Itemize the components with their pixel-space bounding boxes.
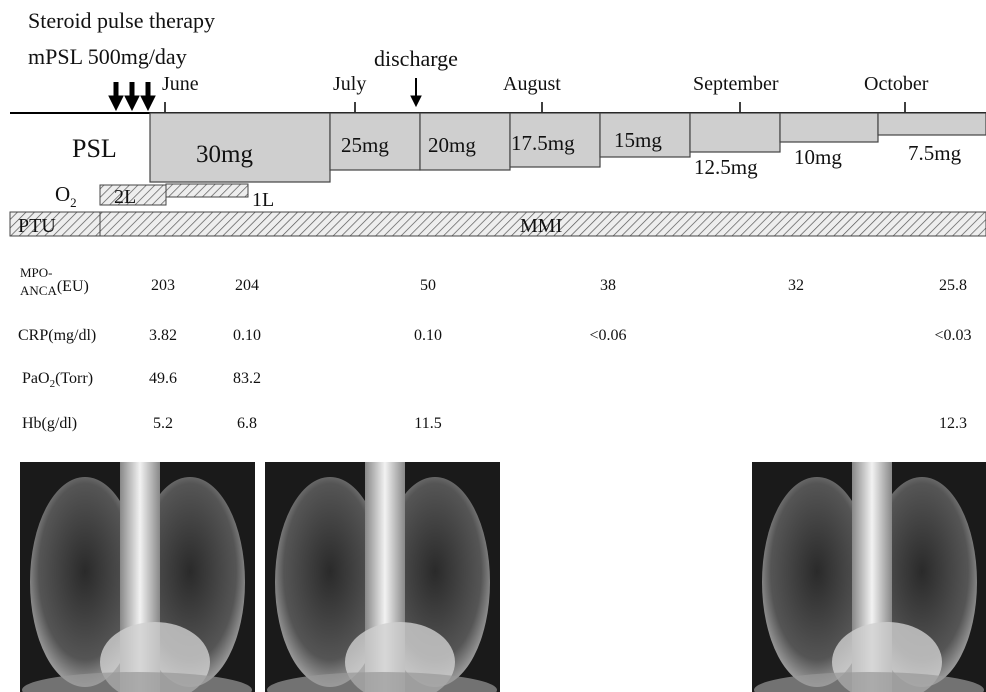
lab-value: 6.8 — [237, 415, 257, 432]
dose-label: 25mg — [341, 133, 389, 157]
lab-value: 12.3 — [939, 415, 967, 432]
o2-dose: 1L — [252, 189, 274, 211]
lab-label: Hb(g/dl) — [22, 415, 77, 432]
pulse-title: Steroid pulse therapy — [28, 8, 215, 33]
mmi-label: MMI — [520, 215, 562, 237]
dose-box — [780, 113, 878, 142]
month-label: September — [693, 73, 779, 95]
month-label: June — [162, 73, 199, 95]
month-ticks — [165, 102, 905, 113]
lab-label-part: ANCA — [20, 283, 57, 298]
lab-label: PaO2(Torr) — [22, 370, 93, 390]
dose-label: 10mg — [794, 145, 842, 169]
month-label: October — [864, 73, 929, 95]
ptu-label: PTU — [18, 215, 56, 237]
lab-label: CRP(mg/dl) — [18, 327, 96, 344]
o2-subscript: 2 — [70, 195, 77, 210]
month-label: August — [503, 73, 561, 95]
lab-value: 83.2 — [233, 370, 261, 387]
lab-value: 25.8 — [939, 277, 967, 294]
lab-value: 0.10 — [233, 327, 261, 344]
pulse-arrows — [109, 78, 421, 110]
lab-label: MPO- — [20, 265, 53, 280]
lab-value: 0.10 — [414, 327, 442, 344]
dose-label: 20mg — [428, 133, 476, 157]
dose-label: 30mg — [196, 141, 253, 168]
dose-label: 7.5mg — [908, 141, 962, 165]
lab-value: 3.82 — [149, 327, 177, 344]
discharge-label: discharge — [374, 46, 458, 71]
lab-value: 38 — [600, 277, 616, 294]
lab-value: 49.6 — [149, 370, 177, 387]
xray-image — [20, 462, 255, 692]
lab-value: 5.2 — [153, 415, 173, 432]
month-label: July — [333, 73, 366, 95]
lab-label-part: PaO — [22, 370, 50, 387]
lab-value: 203 — [151, 277, 175, 294]
xray-image — [265, 462, 500, 692]
lab-value: 11.5 — [414, 415, 441, 432]
dose-label: 17.5mg — [511, 131, 575, 155]
dose-label: 15mg — [614, 128, 662, 152]
lab-value: <0.03 — [934, 327, 971, 344]
dose-box — [690, 113, 780, 152]
lab-label-part: (EU) — [57, 278, 89, 295]
dose-box — [878, 113, 986, 135]
lab-value: <0.06 — [589, 327, 626, 344]
lab-value: 32 — [788, 277, 804, 294]
psl-label: PSL — [72, 134, 117, 163]
o2-label: O2 — [55, 182, 77, 210]
o2-bar — [166, 184, 248, 197]
lab-label: ANCA(EU) — [20, 278, 89, 298]
clinical-timeline: Steroid pulse therapy mPSL 500mg/day dis… — [0, 0, 986, 692]
xray-image — [752, 462, 986, 692]
lab-value: 204 — [235, 277, 259, 294]
lab-values: 203 204 50 38 32 25.8 3.82 0.10 0.10 <0.06 <0.03 49… — [149, 277, 972, 432]
o2-dose: 2L — [114, 186, 136, 208]
o2-symbol: O — [55, 182, 70, 206]
dose-label: 12.5mg — [694, 155, 758, 179]
lab-label-part: (Torr) — [55, 370, 93, 387]
pulse-dose: mPSL 500mg/day — [28, 44, 187, 69]
lab-value: 50 — [420, 277, 436, 294]
